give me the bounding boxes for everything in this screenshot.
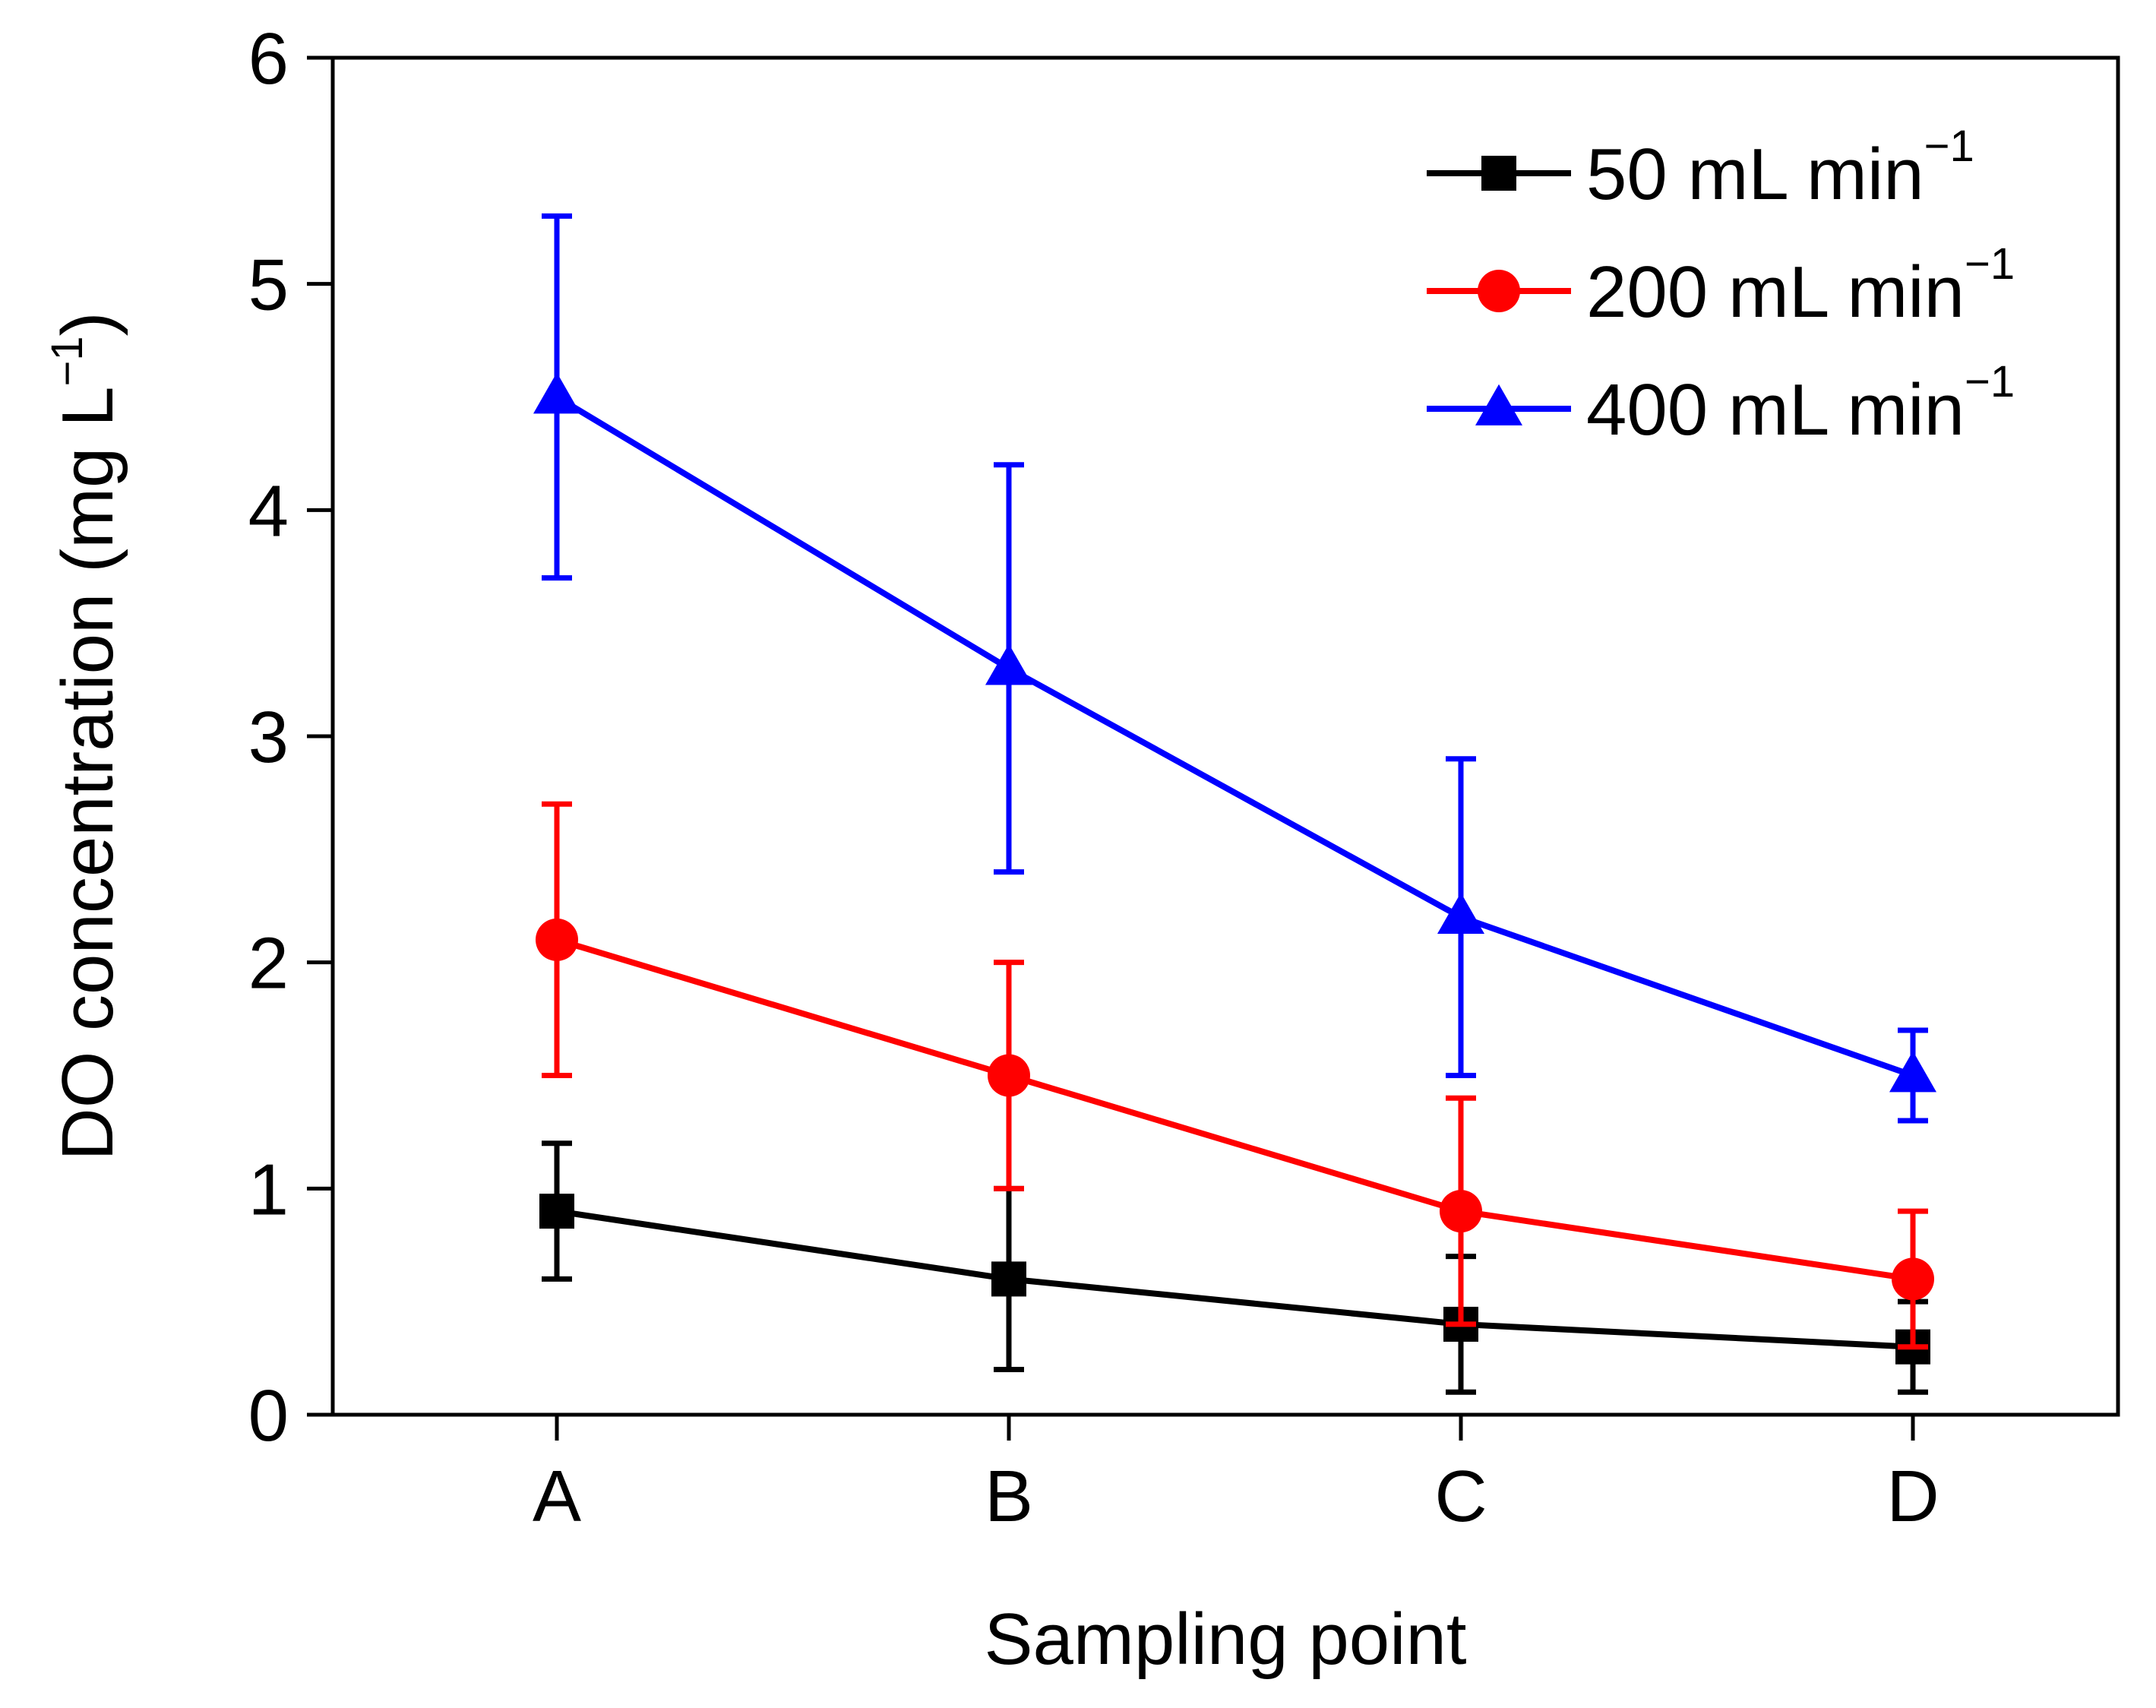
y-tick-label: 3 [248,697,289,778]
series-line [555,394,1914,1079]
legend-label: 400 mL min−1 [1586,357,2015,451]
series-circle [536,801,1934,1350]
data-point [539,1194,574,1229]
x-tick-label: A [533,1456,581,1537]
x-axis-title: Sampling point [984,1599,1466,1680]
legend-item: 400 mL min−1 [1427,357,2015,451]
series-triangle [533,213,1936,1124]
data-point [988,1054,1030,1097]
data-point [536,918,578,961]
legend-item: 200 mL min−1 [1427,239,2015,333]
data-point [533,372,580,414]
legend-label: 200 mL min−1 [1586,239,2015,333]
y-tick-label: 4 [248,470,289,552]
x-tick-label: D [1886,1456,1939,1537]
legend-label: 50 mL min−1 [1586,122,1974,215]
y-tick-label: 2 [248,923,289,1004]
y-axis-title: DO concentration (mg L−1) [43,312,128,1160]
y-tick-label: 1 [248,1149,289,1230]
y-tick-label: 0 [248,1375,289,1457]
data-point [991,1261,1026,1297]
x-tick-label: C [1434,1456,1487,1537]
data-point [1889,1051,1936,1093]
data-point [985,644,1032,685]
series-square [539,1140,1930,1395]
legend-marker [1478,270,1520,312]
axis-labels: Sampling point DO concentration (mg L−1) [43,312,1467,1680]
data-point [1437,892,1484,934]
y-tick-label: 5 [248,245,289,326]
data-point [1440,1190,1482,1233]
series-group [533,213,1936,1395]
y-tick-label: 6 [248,18,289,100]
data-point [1892,1257,1934,1301]
series-line [556,1208,1914,1350]
axes: 0 1 2 3 4 5 6 A B C D [248,18,2120,1537]
x-tick-label: B [985,1456,1033,1537]
legend-marker [1481,156,1516,191]
legend-item: 50 mL min−1 [1427,122,1974,215]
legend: 50 mL min−1 200 mL min−1 400 mL min−1 [1427,122,2015,451]
series-line [555,937,1914,1283]
legend-marker [1475,384,1522,425]
